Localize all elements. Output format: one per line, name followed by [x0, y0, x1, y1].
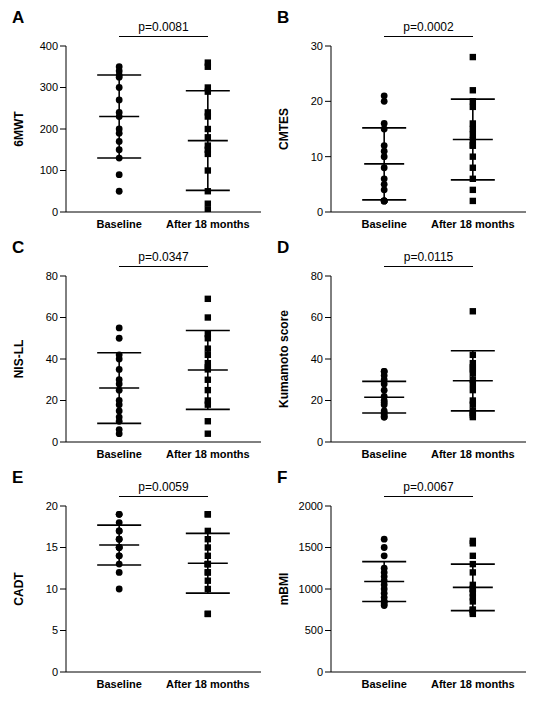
- html-text:p=0.0067: p=0.0067: [403, 480, 454, 494]
- html-text:B: B: [277, 8, 290, 27]
- svg-text:0: 0: [52, 436, 58, 448]
- html-text:C: C: [12, 238, 25, 257]
- svg-text:Baseline: Baseline: [362, 218, 407, 230]
- html-text:p=0.0347: p=0.0347: [138, 250, 189, 264]
- svg-text:1500: 1500: [299, 541, 323, 553]
- svg-text:10: 10: [46, 583, 58, 595]
- svg-text:After 18 months: After 18 months: [431, 678, 515, 690]
- svg-text:0: 0: [52, 666, 58, 678]
- html-text:F: F: [277, 468, 288, 487]
- svg-text:30: 30: [311, 40, 323, 52]
- html-text:Kumamoto score: Kumamoto score: [277, 310, 291, 408]
- svg-text:20: 20: [311, 394, 323, 406]
- html-text:NIS-LL: NIS-LL: [12, 339, 26, 379]
- svg-text:After 18 months: After 18 months: [166, 448, 250, 460]
- svg-text:Baseline: Baseline: [97, 218, 142, 230]
- html-text:CADT: CADT: [12, 572, 26, 606]
- svg-text:0: 0: [317, 666, 323, 678]
- svg-text:After 18 months: After 18 months: [431, 448, 515, 460]
- svg-text:80: 80: [46, 270, 58, 282]
- html-text:A: A: [12, 8, 25, 27]
- html-text:p=0.0115: p=0.0115: [403, 250, 454, 264]
- svg-text:20: 20: [46, 500, 58, 512]
- svg-text:Baseline: Baseline: [362, 678, 407, 690]
- svg-text:5: 5: [52, 624, 58, 636]
- svg-text:20: 20: [311, 95, 323, 107]
- svg-text:0: 0: [317, 436, 323, 448]
- svg-text:300: 300: [40, 81, 58, 93]
- svg-text:80: 80: [311, 270, 323, 282]
- svg-text:40: 40: [46, 353, 58, 365]
- svg-text:400: 400: [40, 40, 58, 52]
- html-text:E: E: [12, 468, 24, 487]
- svg-text:10: 10: [311, 151, 323, 163]
- svg-text:After 18 months: After 18 months: [166, 218, 250, 230]
- svg-text:20: 20: [46, 394, 58, 406]
- html-text:p=0.0002: p=0.0002: [403, 20, 454, 34]
- html-text:CMTES: CMTES: [277, 108, 291, 150]
- svg-text:0: 0: [317, 206, 323, 218]
- svg-text:100: 100: [40, 164, 58, 176]
- svg-text:0: 0: [52, 206, 58, 218]
- html-text:p=0.0059: p=0.0059: [138, 480, 189, 494]
- html-text:p=0.0081: p=0.0081: [138, 20, 189, 34]
- svg-text:Baseline: Baseline: [362, 448, 407, 460]
- svg-text:60: 60: [311, 311, 323, 323]
- svg-text:Baseline: Baseline: [97, 448, 142, 460]
- svg-text:15: 15: [46, 541, 58, 553]
- html-text:6MWT: 6MWT: [12, 111, 26, 147]
- svg-text:40: 40: [311, 353, 323, 365]
- svg-text:200: 200: [40, 123, 58, 135]
- svg-text:2000: 2000: [299, 500, 323, 512]
- svg-text:1000: 1000: [299, 583, 323, 595]
- svg-text:500: 500: [305, 624, 323, 636]
- svg-text:After 18 months: After 18 months: [431, 218, 515, 230]
- svg-text:After 18 months: After 18 months: [166, 678, 250, 690]
- html-text:D: D: [277, 238, 290, 257]
- svg-text:60: 60: [46, 311, 58, 323]
- html-text:mBMI: mBMI: [277, 572, 291, 606]
- svg-text:Baseline: Baseline: [97, 678, 142, 690]
